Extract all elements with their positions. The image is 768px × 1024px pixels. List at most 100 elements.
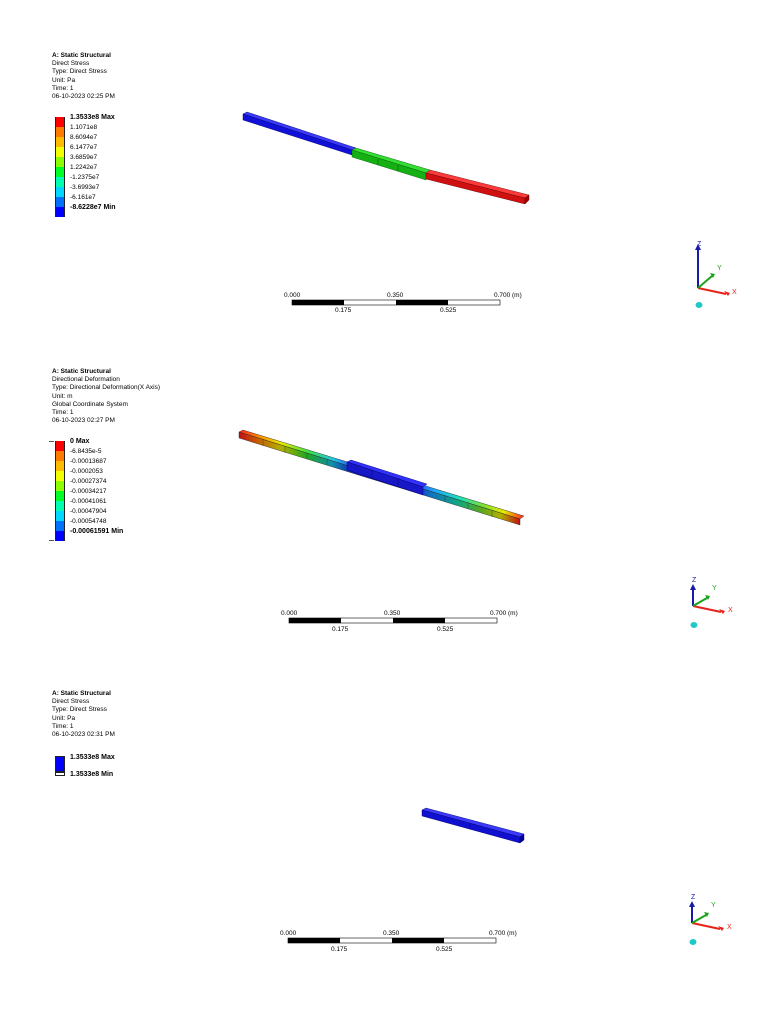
isometric-view-icon[interactable] — [689, 939, 697, 945]
bar-model — [421, 807, 525, 844]
legend-label: -0.00013687 — [70, 458, 107, 465]
legend-band — [55, 491, 65, 501]
scale-label: 0.350 — [383, 930, 400, 937]
scale-label: 0.525 — [440, 307, 457, 314]
legend-label: -3.6993e7 — [70, 184, 100, 191]
y-axis-label: Y — [711, 902, 716, 909]
legend-label: -0.00034217 — [70, 488, 107, 495]
scale-unit: (m) — [508, 610, 518, 617]
result-panel-directional-deformation: A: Static Structural Directional Deforma… — [0, 320, 768, 640]
legend-label: -1.2375e7 — [70, 174, 100, 181]
x-axis-label: X — [727, 924, 732, 931]
result-time: Time: 1 — [52, 722, 74, 730]
x-axis-arrow — [697, 287, 727, 295]
y-axis-arrow — [697, 275, 713, 289]
bar-model — [242, 111, 530, 205]
legend-band — [55, 511, 65, 521]
x-axis-arrow — [691, 922, 721, 930]
legend-slider-handle[interactable] — [49, 441, 54, 442]
analysis-title: A: Static Structural — [52, 52, 111, 59]
legend-band — [55, 207, 65, 217]
analysis-title: A: Static Structural — [52, 690, 111, 697]
result-type: Type: Direct Stress — [52, 68, 107, 76]
legend-band — [55, 451, 65, 461]
scale-label: 0.000 — [281, 610, 298, 617]
legend-band — [55, 147, 65, 157]
result-panel-direct-stress: A: Static Structural Direct Stress Type:… — [0, 0, 768, 320]
analysis-title: A: Static Structural — [52, 368, 111, 375]
scale-bar: 0.000 0.350 0.700 (m) 0.175 0.525 — [284, 292, 522, 314]
legend-max-label: 1.3533e8 Max — [70, 754, 115, 761]
y-axis-label: Y — [717, 265, 722, 272]
result-type: Type: Directional Deformation(X Axis) — [52, 384, 161, 392]
legend-label: 1.1071e8 — [70, 124, 98, 131]
result-header: A: Static Structural Directional Deforma… — [52, 368, 160, 425]
legend-band — [55, 197, 65, 207]
z-axis-label: Z — [692, 577, 697, 584]
legend-band — [55, 177, 65, 187]
result-panel-direct-stress-2: A: Static Structural Direct Stress Type:… — [0, 640, 768, 960]
legend-band — [55, 471, 65, 481]
legend-label: -6.161e7 — [70, 194, 96, 201]
legend-band — [55, 127, 65, 137]
scale-label: 0.525 — [436, 946, 453, 953]
axis-triad[interactable]: Z X Y — [695, 241, 737, 308]
y-axis-arrow — [692, 597, 708, 607]
scale-label: 0.350 — [384, 610, 401, 617]
scale-label: 0.350 — [387, 292, 404, 299]
legend-label: -0.00054748 — [70, 518, 107, 525]
y-axis-arrow — [691, 914, 707, 924]
z-axis-label: Z — [691, 894, 696, 901]
result-timestamp: 06-10-2023 02:25 PM — [52, 93, 115, 101]
legend-band — [55, 137, 65, 147]
result-time: Time: 1 — [52, 84, 74, 92]
axis-triad[interactable]: Z X Y — [690, 577, 733, 628]
x-axis-arrow — [692, 605, 722, 613]
scale-label: 0.700 — [494, 292, 511, 299]
legend-band — [55, 441, 65, 451]
scale-label: 0.700 — [490, 610, 507, 617]
legend-band — [55, 461, 65, 471]
legend-min-label: 1.3533e8 Min — [70, 771, 114, 778]
legend-min-label: -8.6228e7 Min — [70, 204, 116, 211]
isometric-view-icon[interactable] — [690, 622, 698, 628]
legend-max-label: 0 Max — [70, 438, 90, 445]
result-name: Direct Stress — [52, 60, 90, 68]
legend-band — [55, 521, 65, 531]
result-timestamp: 06-10-2023 02:31 PM — [52, 731, 115, 739]
legend-label: -0.0002053 — [70, 468, 103, 475]
scale-unit: (m) — [512, 292, 522, 299]
scale-label: 0.175 — [335, 307, 352, 314]
legend-band — [55, 481, 65, 491]
legend-max-label: 1.3533e8 Max — [70, 114, 115, 121]
result-unit: Unit: m — [52, 392, 73, 400]
scale-bar: 0.000 0.350 0.700 (m) 0.175 0.525 — [280, 930, 517, 953]
scale-bar: 0.000 0.350 0.700 (m) 0.175 0.525 — [281, 610, 518, 633]
legend-band — [55, 187, 65, 197]
scale-label: 0.700 — [489, 930, 506, 937]
model-viewport[interactable]: 0.000 0.350 0.700 (m) 0.175 0.525 Z X Y — [0, 320, 768, 640]
legend-label: 8.6094e7 — [70, 134, 98, 141]
scale-label: 0.000 — [280, 930, 297, 937]
result-timestamp: 06-10-2023 02:27 PM — [52, 417, 115, 425]
result-header: A: Static Structural Direct Stress Type:… — [52, 52, 115, 101]
legend-label: -0.00027374 — [70, 478, 107, 485]
scale-unit: (m) — [507, 930, 517, 937]
legend-band — [55, 167, 65, 177]
legend-slider-handle[interactable] — [49, 540, 54, 541]
legend-band — [55, 756, 65, 772]
model-viewport[interactable]: 0.000 0.350 0.700 (m) 0.175 0.525 Z X Y — [0, 0, 768, 320]
isometric-view-icon[interactable] — [695, 302, 703, 308]
z-axis-label: Z — [697, 241, 702, 248]
legend-label: 3.6859e7 — [70, 154, 98, 161]
legend-band — [55, 531, 65, 541]
y-axis-label: Y — [712, 585, 717, 592]
legend-label: -0.00041061 — [70, 498, 107, 505]
axis-triad[interactable]: Z X Y — [689, 894, 732, 945]
result-header: A: Static Structural Direct Stress Type:… — [52, 690, 115, 739]
model-viewport[interactable]: 0.000 0.350 0.700 (m) 0.175 0.525 Z X Y — [0, 640, 768, 960]
result-unit: Unit: Pa — [52, 714, 76, 722]
x-axis-label: X — [728, 607, 733, 614]
result-type: Type: Direct Stress — [52, 706, 107, 714]
legend-band-empty — [55, 772, 65, 776]
